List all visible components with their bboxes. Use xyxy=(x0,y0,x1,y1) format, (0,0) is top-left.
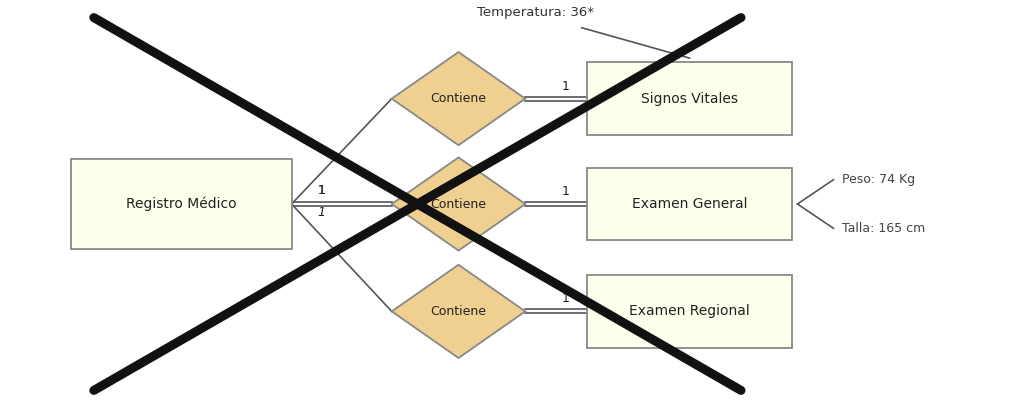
Polygon shape xyxy=(391,265,525,358)
Text: Registro Médico: Registro Médico xyxy=(126,197,237,211)
Text: Contiene: Contiene xyxy=(431,305,486,318)
Text: Signos Vitales: Signos Vitales xyxy=(641,92,739,106)
FancyBboxPatch shape xyxy=(71,160,291,248)
FancyBboxPatch shape xyxy=(587,62,792,135)
Text: Talla: 165 cm: Talla: 165 cm xyxy=(842,222,925,235)
Text: 1: 1 xyxy=(317,184,325,197)
FancyBboxPatch shape xyxy=(587,168,792,240)
Text: Examen General: Examen General xyxy=(631,197,748,211)
Text: Temperatura: 36*: Temperatura: 36* xyxy=(477,6,594,19)
Text: 1: 1 xyxy=(317,184,325,197)
Text: 1: 1 xyxy=(317,206,325,219)
Text: Contiene: Contiene xyxy=(431,92,486,105)
Text: 1: 1 xyxy=(561,185,570,198)
Text: Contiene: Contiene xyxy=(431,197,486,211)
Text: Peso: 74 Kg: Peso: 74 Kg xyxy=(842,173,915,186)
Text: 1: 1 xyxy=(561,80,570,93)
Polygon shape xyxy=(391,157,525,251)
Polygon shape xyxy=(391,52,525,145)
Text: 1: 1 xyxy=(561,293,570,306)
Text: Examen Regional: Examen Regional xyxy=(629,304,750,318)
FancyBboxPatch shape xyxy=(587,275,792,348)
